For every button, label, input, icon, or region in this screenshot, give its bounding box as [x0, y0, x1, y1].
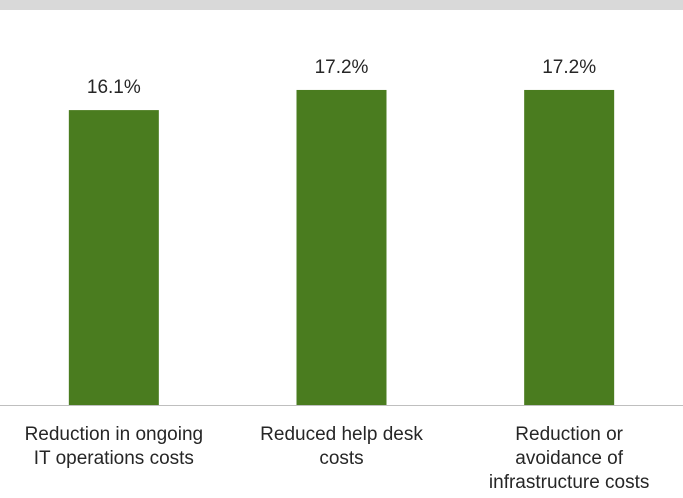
- category-label-3: Reduction or avoidance of infrastructure…: [488, 424, 650, 493]
- top-border-strip: [0, 0, 683, 10]
- category-label-2: Reduced help desk costs: [260, 424, 423, 469]
- bars-group: [68, 89, 615, 406]
- bar-3: [524, 89, 615, 405]
- value-label-3: 17.2%: [542, 57, 596, 78]
- category-label-1: Reduction in ongoing IT operations costs: [24, 424, 204, 469]
- value-label-1: 16.1%: [87, 77, 141, 98]
- value-labels-group: 16.1% 17.2% 17.2%: [87, 57, 596, 98]
- bar-1: [68, 110, 159, 406]
- bar-2: [296, 89, 387, 405]
- value-label-2: 17.2%: [315, 57, 369, 78]
